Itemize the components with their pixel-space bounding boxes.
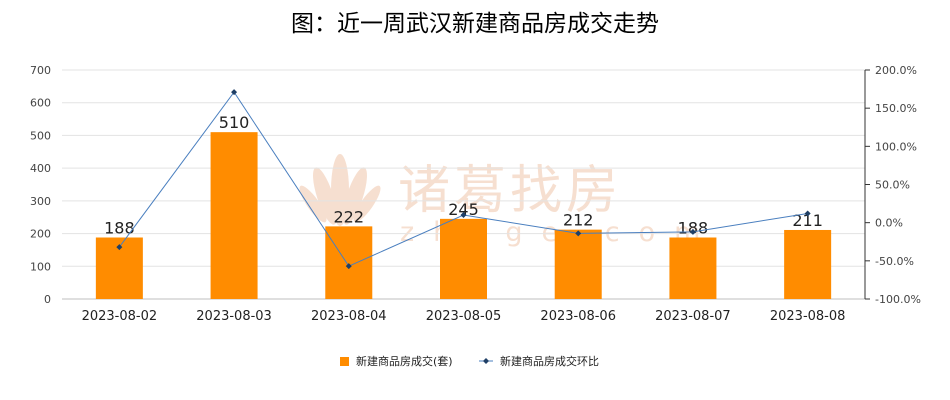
bar — [784, 229, 832, 299]
y-axis-left: 0 100 200 300 400 500 600 700 — [30, 64, 51, 306]
line-point-marker — [345, 263, 352, 270]
y-left-tick-label: 700 — [30, 64, 51, 77]
y-right-tick-label: 150.0% — [875, 102, 917, 115]
x-tick-label: 2023-08-02 — [82, 309, 158, 324]
legend-line-label: 新建商品房成交环比 — [500, 354, 599, 368]
bar-data-label: 245 — [448, 200, 479, 219]
bar-data-label: 222 — [334, 207, 365, 226]
y-left-tick-label: 400 — [30, 162, 51, 175]
y-right-tick-label: -100.0% — [875, 293, 921, 306]
y-right-tick-label: 0.0% — [875, 217, 903, 230]
watermark-text: 诸葛找房 — [398, 161, 622, 221]
y-left-tick-label: 300 — [30, 195, 51, 208]
line-series — [116, 89, 811, 270]
bar-data-label: 188 — [678, 218, 709, 237]
y-right-tick-label: 50.0% — [875, 179, 910, 192]
x-tick-label: 2023-08-07 — [655, 309, 731, 324]
bar-data-label: 211 — [792, 211, 823, 230]
y-left-tick-label: 200 — [30, 228, 51, 241]
legend-bar-swatch — [340, 357, 349, 366]
y-right-tick-label: 100.0% — [875, 140, 917, 153]
bar — [554, 229, 602, 299]
y-left-tick-label: 500 — [30, 129, 51, 142]
line-point-marker — [804, 210, 811, 217]
legend-bar-label: 新建商品房成交(套) — [356, 354, 453, 368]
bar — [325, 226, 373, 299]
x-tick-label: 2023-08-04 — [311, 309, 387, 324]
bar-data-label: 212 — [563, 211, 594, 230]
y-right-tick-label: -50.0% — [875, 255, 914, 268]
bar — [669, 237, 717, 299]
bar — [440, 218, 487, 299]
y-axis-right: -100.0% -50.0% 0.0% 50.0% 100.0% 150.0% 200.0% — [864, 64, 921, 306]
x-tick-label: 2023-08-06 — [540, 309, 616, 324]
bar-data-label: 510 — [219, 113, 250, 132]
y-right-tick-label: 200.0% — [875, 64, 917, 77]
line-point-marker — [460, 212, 467, 219]
line-point-marker — [575, 230, 582, 237]
legend-line-swatch — [479, 358, 493, 364]
watermark-logo-icon — [299, 154, 381, 226]
x-tick-label: 2023-08-05 — [426, 309, 502, 324]
bar — [210, 132, 258, 299]
y-left-tick-label: 600 — [30, 97, 51, 110]
x-tick-label: 2023-08-03 — [196, 309, 272, 324]
y-left-tick-label: 0 — [44, 293, 51, 306]
bar-data-labels: 188 510 222 245 212 188 211 — [104, 113, 823, 237]
x-tick-label: 2023-08-08 — [770, 309, 846, 324]
x-axis: 2023-08-02 2023-08-03 2023-08-04 2023-08-05… — [82, 309, 846, 324]
legend: 新建商品房成交(套) 新建商品房成交环比 — [340, 354, 599, 368]
line-point-marker — [231, 89, 238, 96]
y-left-tick-label: 100 — [30, 260, 51, 273]
bar-data-label: 188 — [104, 218, 135, 237]
chart-title: 图：近一周武汉新建商品房成交走势 — [291, 11, 659, 37]
line-point-marker — [116, 244, 123, 251]
line-point-marker — [689, 228, 696, 235]
